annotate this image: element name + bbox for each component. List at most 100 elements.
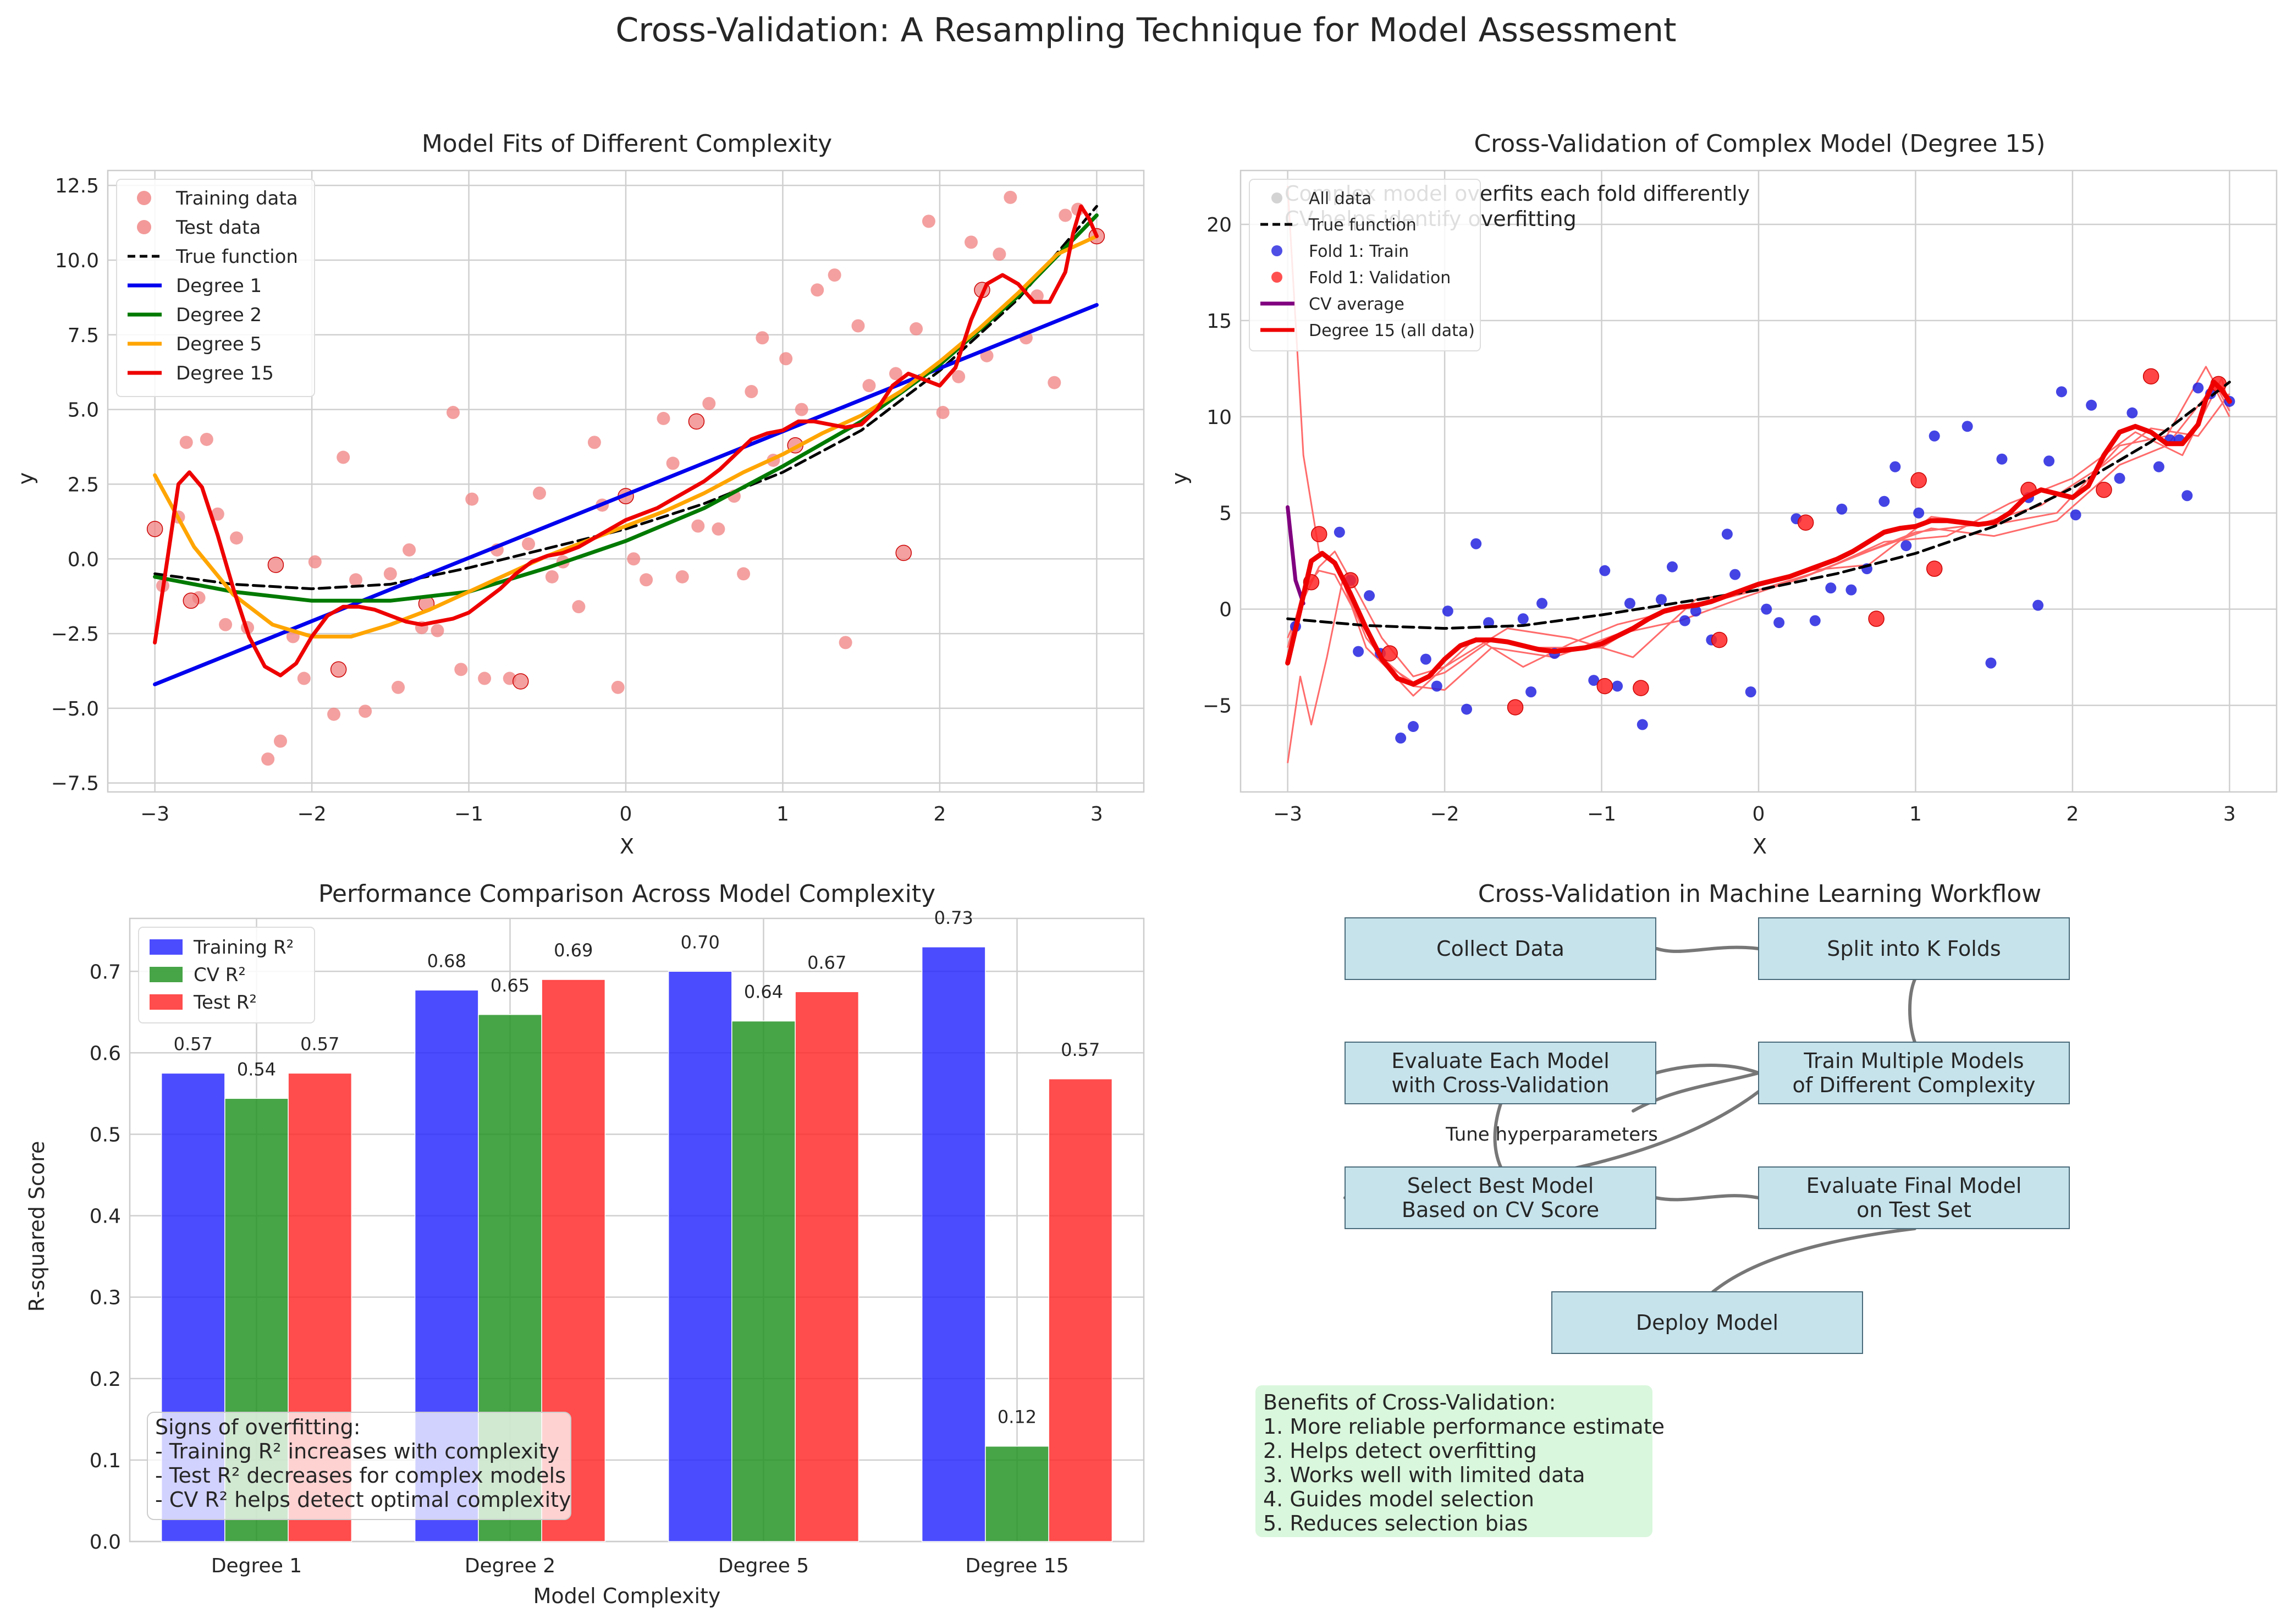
cv-ytick-label: 10 (1206, 406, 1232, 429)
cv-point (1729, 569, 1741, 580)
cv-ytick-label: 5 (1219, 503, 1232, 525)
fits-legend-marker (137, 191, 151, 205)
figure-title: Cross-Validation: A Resampling Technique… (615, 11, 1676, 49)
bar-ytick-label: 0.4 (90, 1205, 121, 1228)
fits-point (478, 671, 492, 685)
bar-value-label: 0.70 (681, 932, 720, 953)
cv-point (1679, 615, 1690, 626)
fits-series-line (153, 204, 1099, 678)
workflow-step-label: with Cross-Validation (1392, 1073, 1610, 1097)
fits-point (828, 268, 841, 282)
fits-xtick-label: −1 (454, 803, 483, 825)
bar (668, 971, 732, 1542)
fits-point (745, 385, 758, 399)
workflow-edge (1654, 1064, 1760, 1075)
cv-point (1310, 526, 1327, 542)
fits-point (779, 352, 793, 366)
overfitting-note-line: - CV R² helps detect optimal complexity (155, 1488, 571, 1512)
cv-point (1985, 657, 1997, 669)
overfitting-note-line: Signs of overfitting: (155, 1415, 361, 1439)
fits-xtick-label: −2 (297, 803, 327, 825)
fits-point (688, 413, 705, 430)
overfitting-note-box (147, 1412, 571, 1520)
cv-point (2153, 461, 2164, 472)
cv-point (1364, 590, 1375, 602)
cv-legend-label: Fold 1: Validation (1309, 268, 1451, 288)
fits-xtick-label: 2 (933, 803, 946, 825)
workflow-edge (1908, 978, 1916, 1044)
bar-category-label: Degree 15 (965, 1555, 1068, 1577)
cv-point (1926, 560, 1943, 577)
fits-ylabel: y (14, 472, 38, 485)
workflow-step-label: Split into K Folds (1827, 937, 2001, 961)
cv-xtick-label: −2 (1430, 803, 1459, 825)
bar-ylabel: R-squared Score (25, 1141, 49, 1312)
cv-point (1845, 584, 1857, 596)
workflow-step-train (1758, 1042, 2070, 1104)
cv-ylabel: y (1167, 472, 1192, 485)
cv-point (2096, 481, 2112, 498)
fits-point (308, 555, 322, 569)
workflow-step-label: Collect Data (1436, 937, 1564, 961)
cv-point (1536, 598, 1548, 609)
fits-legend-label: Degree 15 (176, 362, 274, 384)
fits-legend-box (116, 179, 315, 397)
fits-point (522, 537, 536, 551)
workflow-edge (1655, 945, 1760, 953)
fits-point (795, 403, 808, 416)
fits-series-line (153, 205, 1098, 591)
cv-point (1525, 686, 1537, 698)
cv-fold-curve (1287, 385, 2230, 691)
fits-point (572, 600, 586, 614)
cv-point (1624, 598, 1635, 609)
fits-ytick-label: −7.5 (51, 773, 99, 795)
fits-ytick-label: 7.5 (68, 324, 99, 347)
fits-point (640, 573, 653, 587)
bar-value-label: 0.68 (427, 950, 466, 971)
cv-legend-marker (1271, 192, 1282, 203)
fits-series-line (153, 213, 1099, 603)
cv-point (1711, 631, 1728, 648)
cv-point (1431, 680, 1442, 692)
bar-ytick-label: 0.6 (90, 1042, 121, 1065)
cv-point (1381, 645, 1398, 662)
fits-point (657, 411, 670, 425)
cv-point (1395, 733, 1407, 744)
cv-xtick-label: 1 (1909, 803, 1922, 825)
fits-xlabel: X (620, 834, 634, 858)
cv-plot-area (1285, 185, 2235, 763)
cv-point (1868, 610, 1885, 627)
fits-point (403, 543, 416, 557)
overfitting-note-line: - Test R² decreases for complex models (155, 1463, 566, 1488)
bar-legend-swatch (150, 939, 183, 955)
cv-point (1745, 686, 1756, 698)
fits-point (349, 573, 363, 587)
cv-point (2142, 368, 2159, 385)
fits-point (910, 322, 923, 335)
fits-series-line (153, 303, 1099, 686)
bar (731, 1020, 796, 1542)
fits-ytick-label: 12.5 (55, 175, 99, 197)
cv-xtick-label: 0 (1753, 803, 1765, 825)
cv-point (1962, 421, 1973, 432)
fits-ytick-label: −5.0 (51, 698, 99, 720)
cv-point (1633, 680, 1649, 696)
bar-legend-label: Test R² (193, 992, 257, 1014)
fits-point (359, 704, 372, 718)
benefits-line: 5. Reduces selection bias (1263, 1511, 1528, 1535)
performance-bar-panel: Performance Comparison Across Model Comp… (25, 880, 1145, 1608)
cv-xtick-label: 3 (2223, 803, 2236, 825)
cv-point (2043, 455, 2055, 467)
workflow-step-label: on Test Set (1856, 1198, 1971, 1222)
cv-xtick-label: 2 (2066, 803, 2079, 825)
fits-point (737, 567, 751, 581)
bar-xlabel: Model Complexity (533, 1584, 721, 1608)
fits-xtick-label: 3 (1090, 803, 1103, 825)
bar-ytick-label: 0.5 (90, 1124, 121, 1146)
fits-legend-label: Test data (175, 217, 261, 239)
fits-point (993, 247, 1006, 261)
cv-point (1420, 653, 1431, 665)
cv-point (1761, 603, 1772, 615)
workflow-step-label: of Different Complexity (1793, 1073, 2036, 1097)
fits-legend-label: Training data (175, 188, 298, 210)
